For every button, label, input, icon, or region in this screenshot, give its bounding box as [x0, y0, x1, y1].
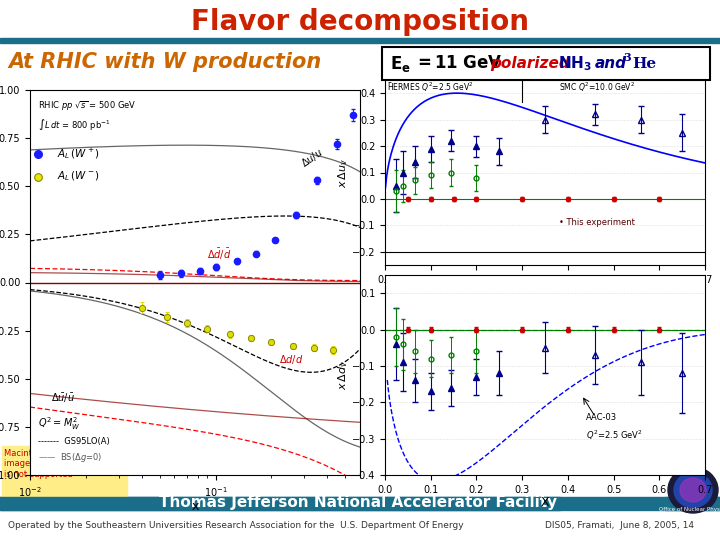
Ellipse shape: [674, 472, 712, 508]
Text: 3: 3: [623, 52, 631, 63]
GS95LO(A): [281, 213, 289, 219]
Text: He: He: [632, 57, 656, 71]
GS95LO(A): [326, 216, 335, 222]
Text: Flavor decomposition: Flavor decomposition: [191, 8, 529, 36]
Text: $\mathbf{NH_3}$: $\mathbf{NH_3}$: [558, 54, 592, 73]
Ellipse shape: [680, 478, 706, 502]
Text: ——  BS($\Delta g$=0): —— BS($\Delta g$=0): [37, 450, 102, 464]
Text: $\Delta\bar{d}/\bar{d}$: $\Delta\bar{d}/\bar{d}$: [207, 247, 231, 262]
Text: -: -: [387, 77, 391, 87]
Text: and: and: [595, 56, 627, 71]
GS95LO(A): [221, 216, 230, 222]
Text: $A_L\,(W^-)$: $A_L\,(W^-)$: [57, 170, 100, 184]
Text: polarized: polarized: [490, 56, 570, 71]
Bar: [0, 38, 720, 43]
Text: AAC-03: AAC-03: [586, 414, 617, 422]
Text: Thomas Jefferson National Accelerator Facility: Thomas Jefferson National Accelerator Fa…: [159, 496, 557, 510]
Text: $\mathbf{= 11\ GeV}$: $\mathbf{= 11\ GeV}$: [414, 55, 503, 72]
Ellipse shape: [668, 467, 718, 513]
Text: Office of Nuclear Physics: Office of Nuclear Physics: [659, 508, 720, 512]
Text: $\mathbf{E_e}$: $\mathbf{E_e}$: [390, 53, 411, 73]
X-axis label: X: X: [541, 496, 549, 509]
GS95LO(A): [356, 224, 364, 231]
GS95LO(A): [305, 213, 313, 220]
Text: -------  GS95LO(A): ------- GS95LO(A): [37, 437, 109, 446]
GS95LO(A): [26, 238, 35, 244]
GS95LO(A): [27, 238, 35, 244]
Text: HERMES $Q^2$=2.5 GeV$^2$: HERMES $Q^2$=2.5 GeV$^2$: [387, 80, 474, 93]
Bar: [130, 497, 560, 510]
Text: $\int L\,dt$ = 800 pb$^{-1}$: $\int L\,dt$ = 800 pb$^{-1}$: [37, 118, 110, 132]
Text: $Q^2$=2.5 GeV$^2$: $Q^2$=2.5 GeV$^2$: [586, 428, 643, 442]
Text: $Q^2 = M_W^2$: $Q^2 = M_W^2$: [37, 415, 80, 432]
Text: • This experiment: • This experiment: [559, 218, 634, 227]
Bar: [2, 446, 127, 496]
Text: $A_L\,(W^+)$: $A_L\,(W^+)$: [57, 146, 100, 161]
Bar: [665, 497, 720, 510]
GS95LO(A): [228, 215, 236, 222]
Text: Macintosh PICT
image format
is not supported: Macintosh PICT image format is not suppo…: [4, 449, 73, 479]
Y-axis label: $x\,\Delta u_v$: $x\,\Delta u_v$: [336, 158, 351, 187]
X-axis label: x: x: [192, 500, 199, 513]
Bar: [382, 47, 710, 80]
Y-axis label: $x\,\Delta d_v$: $x\,\Delta d_v$: [336, 360, 351, 390]
Text: $\Delta d/d$: $\Delta d/d$: [279, 353, 304, 366]
GS95LO(A): [222, 215, 231, 222]
Text: Operated by the Southeastern Universities Research Association for the  U.S. Dep: Operated by the Southeastern Universitie…: [8, 521, 464, 530]
Text: $\Delta\bar{u}/\bar{u}$: $\Delta\bar{u}/\bar{u}$: [51, 392, 75, 405]
Text: At RHIC with W production: At RHIC with W production: [8, 52, 321, 72]
Text: RHIC $pp$ $\sqrt{s}$ = 500 GeV: RHIC $pp$ $\sqrt{s}$ = 500 GeV: [37, 100, 136, 113]
Bar: [0, 497, 720, 510]
Text: $\Delta u/u$: $\Delta u/u$: [299, 146, 325, 170]
Bar: [0, 497, 130, 510]
Text: DIS05, Framati,  June 8, 2005, 14: DIS05, Framati, June 8, 2005, 14: [545, 521, 694, 530]
Line: GS95LO(A): GS95LO(A): [30, 216, 360, 241]
Text: SMC $Q^2$=10.0 GeV$^2$: SMC $Q^2$=10.0 GeV$^2$: [559, 80, 635, 93]
